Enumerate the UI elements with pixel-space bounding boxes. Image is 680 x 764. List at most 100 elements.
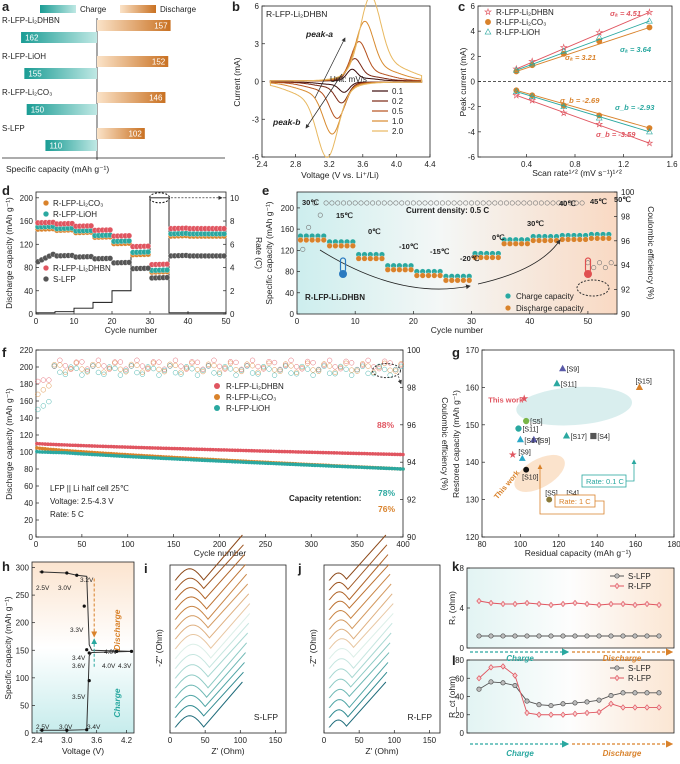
voltage-marker <box>87 678 91 683</box>
ce-point <box>428 200 434 206</box>
plot-frame <box>323 564 441 734</box>
fit-line <box>516 91 650 133</box>
y-tick-label: 40 <box>285 289 294 298</box>
capacity-point <box>222 448 226 452</box>
capacity-point <box>68 443 72 447</box>
x-axis-label: Specific capacity (mAh g⁻¹) <box>6 164 109 174</box>
x-axis-label: Voltage (V vs. Li⁺/Li) <box>301 170 379 180</box>
temperature-label: 40℃ <box>559 199 576 208</box>
voltage-label: 2.5V <box>36 585 50 592</box>
ce-point <box>112 360 118 366</box>
capacity-point <box>59 450 64 455</box>
ce-point <box>260 363 267 370</box>
y-tick-label: -4 <box>468 128 476 137</box>
capacity-point <box>340 451 345 455</box>
capacity-point <box>343 451 347 455</box>
x-tick-label: 50 <box>222 317 231 326</box>
retention-label: Capacity retention: <box>289 494 361 503</box>
ce-point <box>46 398 52 405</box>
ce-point <box>354 367 360 373</box>
legend-label-charge: Charge <box>80 5 107 14</box>
capacity-point <box>62 450 67 455</box>
legend-label: Charge capacity <box>516 292 574 301</box>
y-axis-label: Discharge capacity (mAh g⁻¹) <box>4 197 14 309</box>
x-tick-label: 1.6 <box>666 160 678 169</box>
capacity-point <box>392 452 397 457</box>
capacity-point <box>368 451 372 456</box>
capacity-point <box>192 447 196 451</box>
x-tick-label: 100 <box>234 736 248 745</box>
x-tick-label: 3.6 <box>91 736 103 745</box>
data-point-1C <box>508 450 517 458</box>
ce-point <box>310 367 316 373</box>
panel-letter: h <box>2 559 10 574</box>
capacity-point <box>46 447 50 451</box>
ce-point <box>393 200 399 206</box>
capacity-point <box>348 451 353 456</box>
impedance-spectrum <box>328 671 388 718</box>
capacity-point <box>260 449 265 453</box>
y-tick-label: 0 <box>460 729 465 738</box>
ce-point <box>161 366 168 372</box>
data-point <box>656 704 662 711</box>
legend-marker <box>614 573 620 579</box>
ce-point <box>62 363 69 369</box>
k-discharge-label: Discharge <box>603 654 642 663</box>
ce-point <box>359 361 366 367</box>
ce-point <box>227 359 234 365</box>
ce-point <box>321 363 327 369</box>
y-tick-label: 130 <box>466 496 480 505</box>
data-point <box>560 600 566 608</box>
discharge-point <box>314 237 321 243</box>
y-tick-label: 140 <box>466 458 480 467</box>
capacity-point <box>145 249 152 255</box>
ce-point <box>321 362 327 368</box>
thermometer-bulb <box>584 270 592 278</box>
capacity-point <box>43 442 47 446</box>
legend-label: R-LFP-LiOH <box>226 404 270 413</box>
data-point <box>584 709 590 717</box>
reference-label: [S4] <box>597 434 610 441</box>
capacity-point <box>126 259 133 266</box>
reference-label: [S11] <box>561 382 577 389</box>
retention-lioh: 78% <box>378 488 395 498</box>
y-tick-label: 96 <box>407 421 416 430</box>
ce-point <box>405 200 411 206</box>
ce-point <box>348 372 355 378</box>
x-axis-label: Residual capacity (mAh g⁻¹) <box>525 548 632 558</box>
capacity-point <box>87 452 92 457</box>
ce-point <box>255 369 261 375</box>
x-tick-label: 50 <box>583 317 592 326</box>
capacity-point <box>258 449 262 453</box>
ce-point <box>46 377 52 383</box>
capacity-point <box>238 448 243 453</box>
voltage-marker <box>40 728 44 732</box>
x-tick-label: 4.4 <box>424 160 436 169</box>
voltage-marker <box>87 651 91 655</box>
capacity-point <box>139 455 144 459</box>
capacity-point <box>153 456 158 460</box>
discharge-point <box>466 277 473 284</box>
ce-point <box>35 378 41 385</box>
ce-point <box>463 200 469 206</box>
capacity-point <box>346 464 350 469</box>
fit-line <box>516 26 650 72</box>
y-tick-label: 20 <box>455 711 464 720</box>
ce-point <box>457 200 463 206</box>
ce-point <box>35 391 41 398</box>
ce-point <box>167 361 173 368</box>
ce-point <box>244 363 250 369</box>
temperature-label: -15℃ <box>430 247 450 256</box>
x-tick-label: 30 <box>467 317 476 326</box>
y-tick-label: 140 <box>20 414 34 423</box>
ce-point <box>139 363 146 369</box>
ce-point <box>249 370 256 376</box>
impedance-spectrum <box>174 564 246 610</box>
capacity-point <box>54 450 58 455</box>
temperature-label: 0℃ <box>368 227 381 236</box>
legend-label: S-LFP <box>53 275 76 284</box>
data-point <box>524 633 530 639</box>
y-tick-label: 80 <box>285 268 294 277</box>
legend-label: R-LFP-LiOH <box>496 28 540 37</box>
capacity-point <box>315 450 320 455</box>
